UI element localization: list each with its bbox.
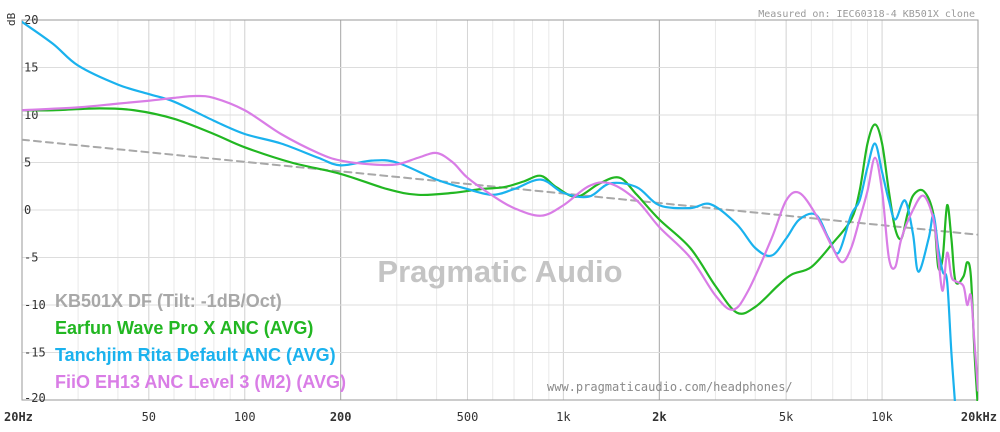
x-tick-label: 10k xyxy=(871,410,893,424)
y-tick-label: 0 xyxy=(24,203,31,217)
x-tick-label: 5k xyxy=(779,410,794,424)
series-line-tanchjim-rita-default-anc-avg xyxy=(22,20,956,401)
y-tick-label: 15 xyxy=(24,61,38,75)
source-url: www.pragmaticaudio.com/headphones/ xyxy=(547,380,793,394)
measurement-note: Measured on: IEC60318-4 KB501X clone xyxy=(758,9,975,20)
legend: KB501X DF (Tilt: -1dB/Oct) Earfun Wave P… xyxy=(55,291,346,392)
legend-item-kb501x: KB501X DF (Tilt: -1dB/Oct) xyxy=(55,291,282,311)
x-axis-ticks: 20Hz 50 100 200 500 1k 2k 5k 10k 20kHz xyxy=(4,410,997,424)
x-tick-label: 500 xyxy=(457,410,479,424)
watermark: Pragmatic Audio xyxy=(377,254,622,289)
x-tick-label: 20Hz xyxy=(4,410,33,424)
x-tick-label: 1k xyxy=(556,410,571,424)
y-tick-label: 5 xyxy=(24,156,31,170)
y-tick-label: 10 xyxy=(24,108,38,122)
y-tick-label: -10 xyxy=(24,298,46,312)
plot-frame xyxy=(21,19,979,401)
y-axis-label: dB xyxy=(5,12,18,26)
series-line-fiio-eh13-anc-level-3-m2-avg xyxy=(22,94,978,392)
legend-item-earfun: Earfun Wave Pro X ANC (AVG) xyxy=(55,318,313,338)
x-tick-label: 100 xyxy=(234,410,256,424)
x-tick-label: 2k xyxy=(652,410,667,424)
grid-lines xyxy=(21,19,979,401)
y-tick-label: -5 xyxy=(24,251,38,265)
y-tick-label: 20 xyxy=(24,13,38,27)
y-tick-label: -15 xyxy=(24,346,46,360)
x-tick-label: 20kHz xyxy=(961,410,997,424)
y-tick-label: -20 xyxy=(24,391,46,405)
legend-item-tanchjim: Tanchjim Rita Default ANC (AVG) xyxy=(55,345,336,365)
x-tick-label: 50 xyxy=(142,410,156,424)
x-tick-label: 200 xyxy=(330,410,352,424)
legend-item-fiio: FiiO EH13 ANC Level 3 (M2) (AVG) xyxy=(55,372,346,392)
y-axis-ticks: 20 15 10 5 0 -5 -10 -15 -20 xyxy=(24,13,46,405)
series-lines xyxy=(22,20,978,401)
